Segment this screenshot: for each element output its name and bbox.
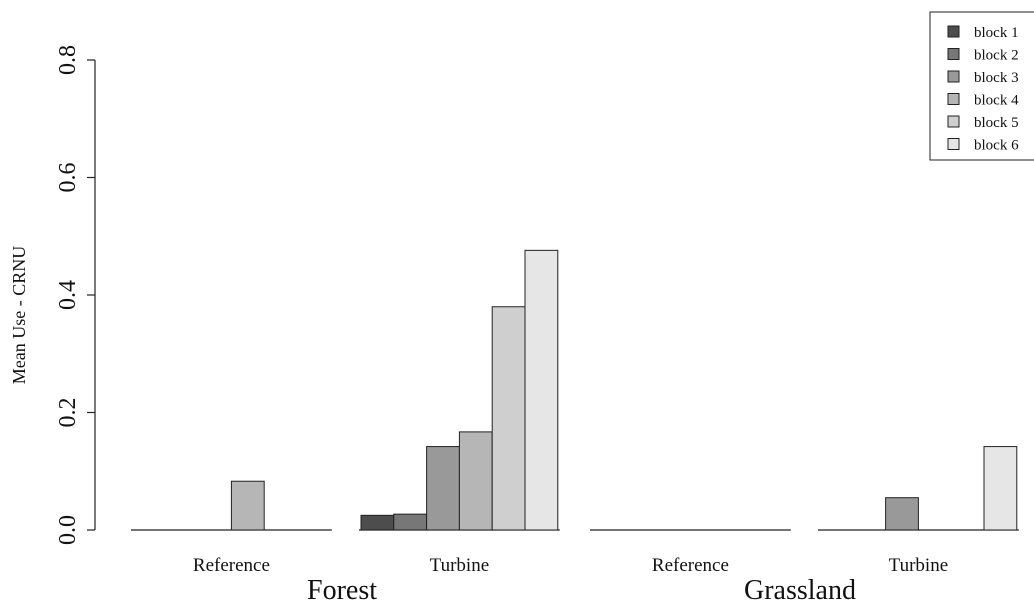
bar	[393, 513, 428, 531]
legend-swatch	[947, 70, 960, 83]
y-axis-label: Mean Use - CRNU	[9, 246, 29, 384]
legend-entry: block 6	[974, 138, 1019, 154]
y-tick-label: 0.6	[55, 163, 81, 193]
bars	[131, 249, 1019, 531]
bar	[524, 249, 559, 531]
group-label: Grassland	[744, 575, 856, 606]
x-tick-label: Turbine	[430, 555, 489, 576]
legend-entry: block 3	[974, 70, 1019, 86]
y-axis: 0.0 0.2 0.4 0.6 0.8	[55, 45, 96, 545]
x-tick-label: Turbine	[889, 555, 948, 576]
legend-entry: block 5	[974, 115, 1019, 131]
y-tick-label: 0.4	[55, 280, 81, 310]
legend-swatch	[947, 48, 960, 60]
legend-entry: block 1	[974, 25, 1019, 41]
legend-entry: block 2	[974, 48, 1019, 64]
x-tick-label: Reference	[193, 555, 270, 576]
bar	[458, 431, 493, 531]
y-tick-label: 0.2	[55, 398, 81, 428]
y-tick-label: 0.0	[55, 515, 81, 545]
bar	[983, 446, 1018, 531]
legend-entry: block 4	[974, 93, 1019, 109]
legend-swatch	[947, 25, 960, 38]
bar	[426, 446, 460, 531]
legend-swatch	[947, 93, 960, 105]
legend-swatch	[947, 115, 960, 128]
y-tick-label: 0.8	[55, 45, 81, 75]
bar	[360, 514, 395, 531]
legend: block 1 block 2 block 3 block 4 block 5 block…	[929, 11, 1034, 161]
group-label: Forest	[307, 575, 377, 606]
bar	[230, 480, 265, 531]
x-tick-label: Reference	[652, 555, 729, 576]
bar	[491, 306, 526, 531]
legend-box	[929, 11, 1034, 161]
bar	[885, 497, 919, 531]
legend-swatch	[947, 138, 960, 150]
x-axis-labels: Reference Turbine Reference Turbine Forest Gr…	[193, 555, 948, 606]
